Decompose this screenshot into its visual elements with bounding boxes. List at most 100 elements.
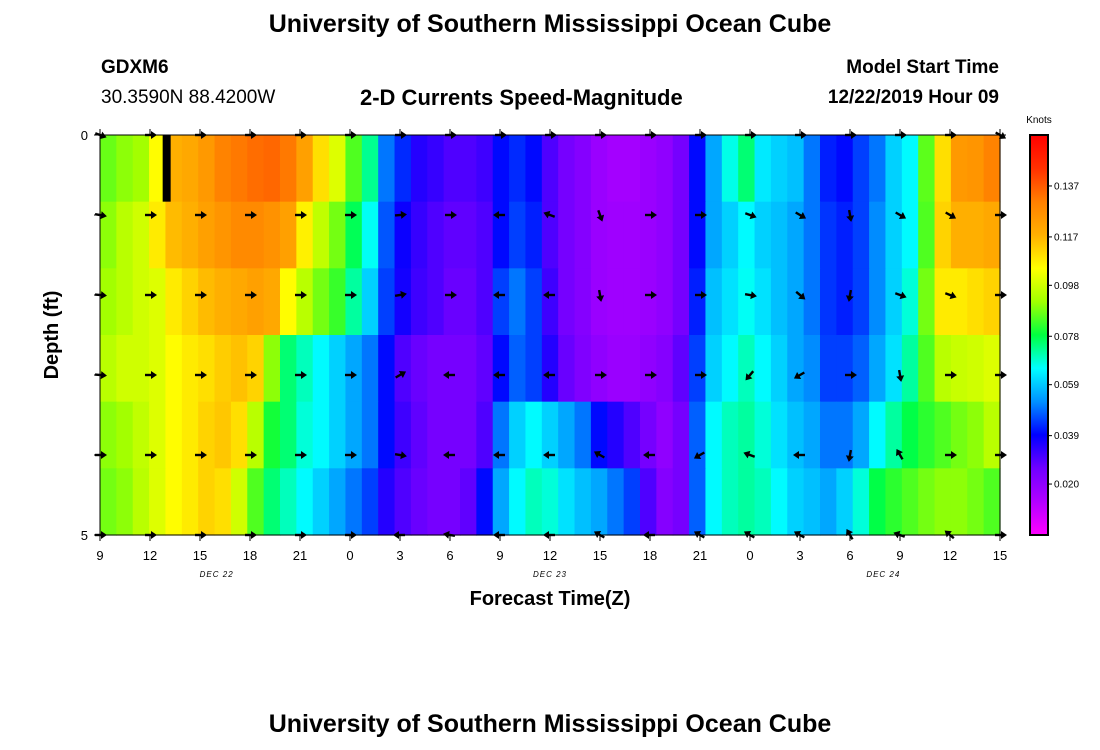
heatmap-cell <box>460 468 477 536</box>
heatmap-cell <box>100 201 117 269</box>
heatmap-cell <box>558 401 576 469</box>
heatmap-cell <box>214 468 232 536</box>
heatmap-cell <box>558 201 576 269</box>
heatmap-cell <box>541 268 559 336</box>
heatmap-cell <box>803 401 821 469</box>
heatmap-cell <box>689 135 707 203</box>
y-tick-label: 0 <box>81 128 88 143</box>
heatmap-cell <box>803 135 821 203</box>
heatmap-cell <box>689 268 707 336</box>
heatmap-cell <box>149 468 167 536</box>
current-arrow <box>944 291 957 300</box>
heatmap-cell <box>345 135 363 203</box>
heatmap-cell <box>852 335 870 403</box>
heatmap-cell <box>656 201 674 269</box>
heatmap-cell <box>983 268 1001 336</box>
x-tick-label: 18 <box>643 548 657 563</box>
heatmap-cell <box>852 135 870 203</box>
current-arrow <box>245 291 257 299</box>
x-tick-label: 6 <box>446 548 453 563</box>
heatmap-cell <box>541 135 559 203</box>
heatmap-cell <box>181 268 199 336</box>
x-tick-label: 18 <box>243 548 257 563</box>
heatmap-cell <box>721 201 739 269</box>
heatmap-cell <box>705 268 723 336</box>
heatmap-cell <box>443 468 461 536</box>
heatmap-cell <box>378 335 396 403</box>
current-arrow <box>345 371 357 379</box>
current-arrow <box>395 131 407 139</box>
current-arrow <box>593 451 605 459</box>
heatmap-cell <box>394 401 412 469</box>
heatmap-cell <box>427 335 445 403</box>
heatmap-cell <box>149 335 167 403</box>
heatmap-cell <box>378 401 396 469</box>
heatmap-cell <box>132 268 150 336</box>
colorbar-tick-label: 0.137 <box>1054 181 1079 192</box>
heatmap-cell <box>361 268 379 336</box>
current-arrow <box>195 131 207 139</box>
heatmap-cell <box>754 401 772 469</box>
colorbar-title: Knots <box>1026 115 1052 126</box>
current-arrow <box>745 370 755 381</box>
heatmap-cell <box>983 135 1001 203</box>
current-arrow <box>944 530 955 540</box>
current-arrow <box>543 451 555 459</box>
current-arrow <box>543 371 555 379</box>
heatmap-cell <box>820 468 837 536</box>
heatmap-cell <box>280 335 297 403</box>
heatmap-cell <box>901 135 919 203</box>
current-arrow <box>345 451 357 459</box>
heatmap-cell <box>165 468 183 536</box>
colorbar <box>1029 134 1049 536</box>
x-tick-label: 15 <box>993 548 1007 563</box>
current-arrow <box>443 530 456 539</box>
heatmap-cell <box>558 135 576 203</box>
current-arrow <box>395 371 407 379</box>
heatmap-cell <box>361 135 379 203</box>
heatmap-cell <box>934 201 952 269</box>
heatmap-cell <box>296 401 314 469</box>
heatmap-cell <box>100 335 117 403</box>
heatmap-cell <box>754 468 772 536</box>
current-arrow <box>945 211 957 219</box>
heatmap-cell <box>623 135 641 203</box>
current-arrow <box>493 291 505 299</box>
heatmap-cell <box>230 135 248 203</box>
heatmap-cell <box>132 335 150 403</box>
heatmap-cell <box>672 335 690 403</box>
heatmap-cell <box>983 468 1001 536</box>
heatmap-cell <box>918 468 936 536</box>
heatmap-cell <box>525 401 543 469</box>
x-tick-label: 12 <box>143 548 157 563</box>
heatmap-cell <box>770 335 788 403</box>
missing-data-bar <box>162 135 171 202</box>
heatmap-cell <box>410 135 428 203</box>
heatmap-cell <box>525 268 543 336</box>
date-label: DEC 22 <box>200 570 234 579</box>
heatmap-cell <box>476 401 494 469</box>
heatmap-cell <box>607 268 625 336</box>
heatmap-cell <box>312 401 330 469</box>
current-arrow <box>596 209 605 222</box>
heatmap-cell <box>165 401 183 469</box>
current-arrow <box>846 209 855 222</box>
heatmap-cell <box>558 468 576 536</box>
heatmap-cell <box>116 335 134 403</box>
heatmap-cell <box>738 335 756 403</box>
heatmap-cell <box>492 401 510 469</box>
heatmap-cell <box>803 468 821 536</box>
y-axis-label: Depth (ft) <box>41 291 63 380</box>
heatmap-cell <box>214 201 232 269</box>
heatmap-cell <box>247 201 265 269</box>
heatmap-cell <box>361 335 379 403</box>
current-arrow <box>95 451 107 459</box>
heatmap-cell <box>705 201 723 269</box>
heatmap-cell <box>427 268 445 336</box>
heatmap-cell <box>460 135 477 203</box>
current-arrow <box>645 131 657 139</box>
heatmap-cell <box>901 468 919 536</box>
heatmap-cell <box>950 201 968 269</box>
current-arrow <box>645 371 657 379</box>
heatmap-cell <box>394 268 412 336</box>
